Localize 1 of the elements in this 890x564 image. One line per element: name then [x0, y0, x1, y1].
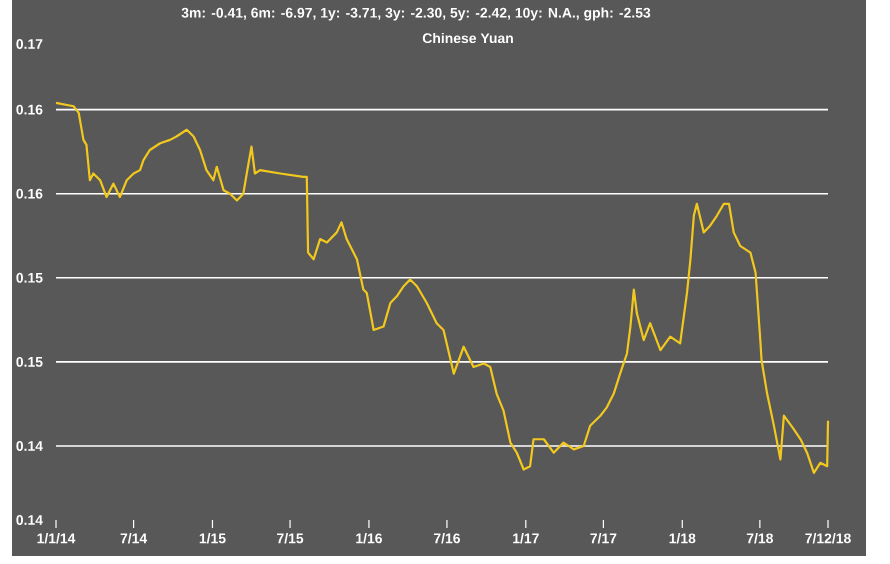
line-series: [54, 101, 830, 475]
